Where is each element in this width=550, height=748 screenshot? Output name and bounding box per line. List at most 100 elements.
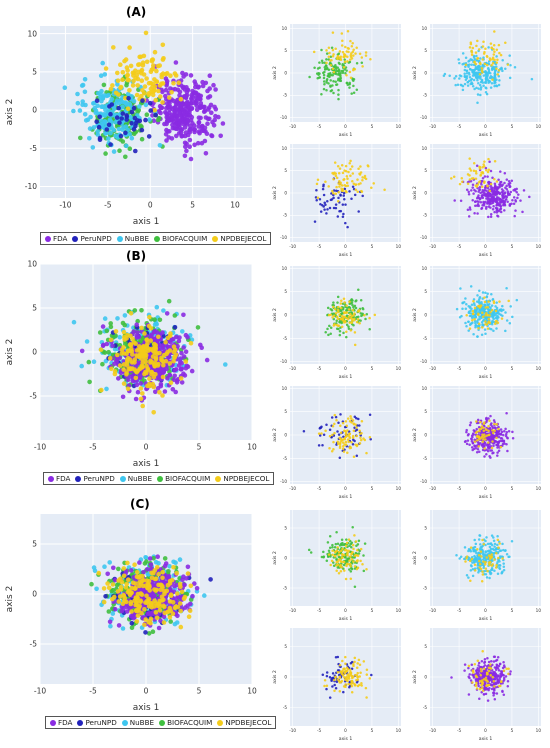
scatter-point-nubbe [479, 57, 482, 60]
scatter-point-nubbe [465, 325, 468, 328]
scatter-point-npdbejecol [119, 351, 124, 356]
scatter-point-npdbejecol [185, 571, 191, 576]
scatter-point-nubbe [470, 63, 473, 67]
scatter-point-npdbejecol [148, 326, 154, 331]
scatter-point-npdbejecol [339, 182, 342, 186]
scatter-point-npdbejecol [458, 182, 462, 186]
scatter-point-npdbejecol [113, 329, 119, 334]
scatter-point-nubbe [174, 620, 180, 625]
scatter-point-fda [495, 203, 499, 207]
scatter-point-npdbejecol [358, 172, 361, 176]
scatter-point-fda [158, 618, 163, 623]
scatter-point-fda [490, 199, 493, 202]
scatter-point-npdbejecol [346, 46, 350, 50]
scatter-point-fda [495, 211, 499, 214]
scatter-point-npdbejecol [363, 438, 367, 442]
y-tick-label: 0 [424, 190, 427, 195]
scatter-point-biofacquim [326, 306, 330, 310]
scatter-points [71, 298, 228, 415]
scatter-point-nubbe [453, 77, 456, 80]
scatter-point-perunpd [119, 116, 124, 121]
scatter-point-fda [510, 179, 514, 182]
scatter-point-fda [501, 197, 505, 200]
scatter-point-npdbejecol [340, 32, 344, 35]
scatter-point-npdbejecol [124, 372, 129, 377]
scatter-point-nubbe [476, 77, 479, 80]
scatter-point-perunpd [124, 117, 129, 122]
scatter-point-npdbejecol [169, 90, 174, 95]
scatter-point-nubbe [493, 79, 496, 83]
y-tick-label: 5 [32, 67, 37, 76]
scatter-point-npdbejecol [452, 175, 456, 179]
scatter-point-npdbejecol [341, 171, 345, 175]
y-tick-label: -10 [420, 479, 427, 484]
scatter-point-fda [497, 196, 500, 199]
scatter-point-perunpd [315, 198, 318, 202]
y-tick-label: -10 [420, 235, 427, 240]
scatter-point-nubbe [468, 314, 472, 318]
scatter-point-npdbejecol [121, 367, 126, 372]
scatter-point-nubbe [463, 72, 466, 76]
scatter-point-npdbejecol [338, 50, 342, 53]
scatter-point-npdbejecol [331, 55, 335, 58]
scatter-point-fda [169, 337, 174, 342]
scatter-point-biofacquim [89, 581, 94, 587]
scatter-point-npdbejecol [341, 421, 345, 425]
scatter-point-npdbejecol [148, 338, 153, 343]
scatter-point-npdbejecol [361, 176, 364, 179]
scatter-point-fda [496, 215, 500, 218]
scatter-point-nubbe [485, 92, 489, 96]
x-tick-label: 10 [396, 124, 402, 129]
scatter-point-npdbejecol [134, 92, 140, 98]
scatter-point-fda [501, 183, 504, 186]
scatter-point-perunpd [120, 111, 126, 116]
scatter-point-perunpd [126, 96, 131, 101]
scatter-point-fda [468, 423, 472, 427]
scatter-point-nubbe [100, 60, 105, 66]
scatter-point-nubbe [479, 93, 482, 97]
scatter-point-npdbejecol [495, 423, 498, 426]
scatter-point-nubbe [120, 127, 125, 132]
scatter-point-nubbe [475, 71, 479, 75]
scatter-point-nubbe [461, 88, 465, 92]
scatter-point-npdbejecol [103, 66, 109, 71]
scatter-point-fda [505, 430, 509, 434]
scatter-point-nubbe [492, 317, 495, 321]
scatter-point-fda [499, 170, 502, 173]
y-tick-label: 10 [422, 386, 428, 391]
y-tick-label: 0 [424, 432, 427, 437]
scatter-point-npdbejecol [153, 357, 159, 362]
y-axis-label: axis 2 [5, 99, 15, 126]
scatter-point-fda [192, 79, 197, 84]
scatter-point-fda [465, 442, 469, 446]
scatter-point-fda [110, 343, 115, 349]
scatter-point-npdbejecol [485, 55, 489, 59]
scatter-point-npdbejecol [332, 440, 335, 444]
scatter-point-npdbejecol [159, 357, 164, 363]
scatter-point-npdbejecol [125, 77, 130, 83]
scatter-point-perunpd [337, 196, 340, 200]
scatter-point-npdbejecol [164, 71, 170, 76]
scatter-point-nubbe [102, 72, 108, 77]
scatter-point-npdbejecol [499, 53, 503, 57]
scatter-point-npdbejecol [360, 432, 363, 435]
scatter-point-perunpd [332, 206, 336, 210]
scatter-point-fda [503, 181, 506, 185]
scatter-point-fda [507, 179, 511, 183]
scatter-point-npdbejecol [491, 429, 494, 432]
scatter-point-biofacquim [195, 325, 201, 330]
scatter-point-fda [509, 190, 513, 194]
scatter-point-nubbe [471, 314, 475, 318]
scatter-point-npdbejecol [143, 355, 148, 361]
scatter-point-npdbejecol [344, 54, 347, 58]
scatter-point-fda [487, 192, 490, 196]
scatter-point-nubbe [484, 73, 487, 76]
scatter-point-fda [162, 563, 168, 569]
scatter-point-fda [481, 448, 485, 452]
scatter-point-biofacquim [347, 327, 351, 330]
scatter-point-npdbejecol [334, 47, 337, 50]
scatter-point-npdbejecol [481, 58, 485, 61]
scatter-point-npdbejecol [349, 329, 353, 332]
scatter-point-biofacquim [332, 301, 335, 304]
scatter-point-biofacquim [337, 77, 340, 81]
